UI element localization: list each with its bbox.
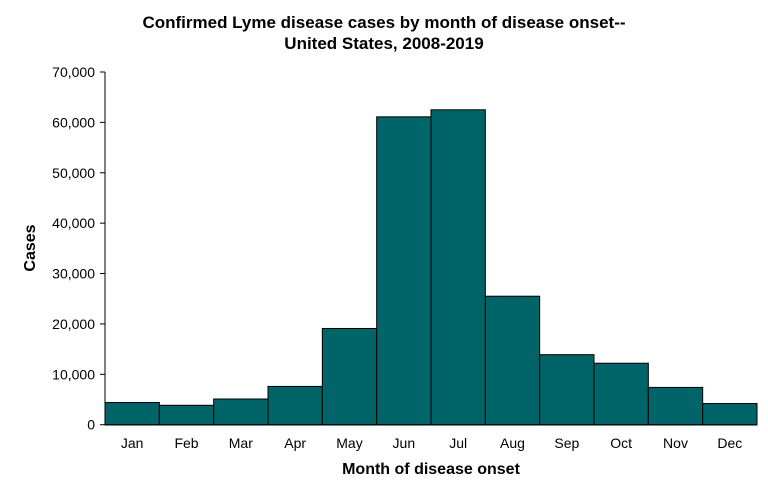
- x-tick-label: Oct: [610, 435, 632, 451]
- x-tick-label: Dec: [717, 435, 742, 451]
- y-tick-label: 0: [87, 417, 95, 433]
- y-axis-label: Cases: [22, 224, 39, 271]
- x-axis-label: Month of disease onset: [342, 461, 520, 478]
- bar-nov: [647, 386, 704, 426]
- y-tick-label: 70,000: [52, 64, 95, 80]
- bar-aug: [484, 295, 541, 426]
- x-tick-label: Apr: [284, 435, 306, 451]
- x-tick-label: Aug: [500, 435, 525, 451]
- bar-oct: [593, 362, 649, 426]
- x-tick-label: Jul: [449, 435, 467, 451]
- chart-title: Confirmed Lyme disease cases by month of…: [0, 12, 768, 54]
- x-tick-label: Nov: [663, 435, 688, 451]
- y-tick-label: 10,000: [52, 366, 95, 382]
- bar-sep: [539, 354, 595, 426]
- bar-dec: [702, 403, 758, 426]
- x-tick-label: May: [336, 435, 362, 451]
- y-tick-label: 40,000: [52, 215, 95, 231]
- bar-feb: [158, 404, 215, 426]
- y-tick-label: 30,000: [52, 266, 95, 282]
- x-tick-label: Jun: [393, 435, 416, 451]
- bar-jul: [430, 109, 486, 426]
- x-tick-label: Jan: [121, 435, 144, 451]
- bar-mar: [213, 398, 269, 426]
- chart-title-line-2: United States, 2008-2019: [284, 34, 484, 53]
- bar-jun: [376, 116, 432, 426]
- bar-apr: [267, 385, 323, 426]
- bar-jan: [104, 402, 160, 426]
- y-tick-label: 50,000: [52, 165, 95, 181]
- y-tick-label: 20,000: [52, 316, 95, 332]
- chart-title-line-1: Confirmed Lyme disease cases by month of…: [142, 13, 626, 32]
- x-tick-label: Mar: [229, 435, 253, 451]
- x-tick-label: Sep: [554, 435, 579, 451]
- y-tick-label: 60,000: [52, 114, 95, 130]
- bar-may: [321, 327, 378, 426]
- x-tick-label: Feb: [174, 435, 198, 451]
